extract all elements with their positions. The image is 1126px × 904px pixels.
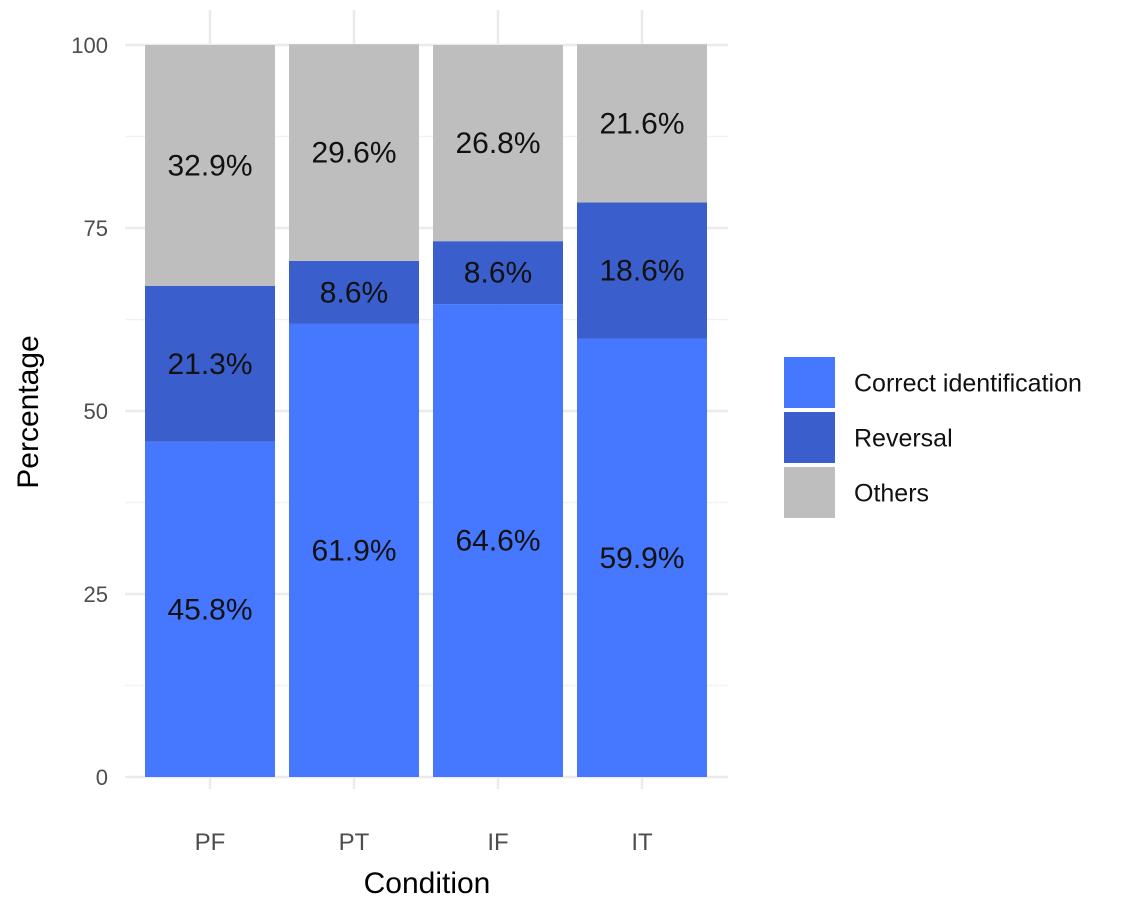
legend-label: Reversal	[854, 425, 953, 453]
y-axis-title: Percentage	[12, 335, 45, 488]
y-tick-label: 0	[96, 765, 108, 790]
y-axis: 0 25 50 75 100	[71, 33, 108, 790]
x-tick-label: IF	[487, 829, 508, 856]
bar-segment	[289, 323, 419, 777]
bar-segment	[145, 45, 275, 286]
data-labels: 45.8% 21.3% 32.9% 61.9% 8.6% 29.6% 64.6% 8.6% 26…	[167, 107, 684, 626]
bar-segment	[433, 45, 563, 242]
x-tick-label: PF	[195, 829, 226, 856]
bar-segment	[577, 338, 707, 777]
data-label: 21.3%	[167, 348, 252, 381]
x-tick-label: PT	[339, 829, 370, 856]
data-label: 64.6%	[455, 525, 540, 558]
y-tick-label: 50	[84, 399, 108, 424]
legend-label: Others	[854, 480, 929, 508]
x-axis: PF PT IF IT	[195, 829, 653, 856]
bar-segment	[577, 44, 707, 203]
data-label: 32.9%	[167, 149, 252, 182]
bar-segment	[433, 241, 563, 305]
legend: Correct identification Reversal Others	[784, 357, 1082, 518]
bars	[145, 44, 707, 777]
data-label: 8.6%	[464, 257, 532, 290]
legend-label: Correct identification	[854, 370, 1082, 398]
data-label: 18.6%	[599, 254, 684, 287]
data-label: 21.6%	[599, 107, 684, 140]
data-label: 59.9%	[599, 542, 684, 575]
x-axis-title: Condition	[364, 867, 491, 899]
y-tick-label: 75	[84, 216, 108, 241]
bar-segment	[433, 304, 563, 777]
bar-segment	[145, 441, 275, 777]
legend-key	[784, 357, 835, 408]
data-label: 45.8%	[167, 593, 252, 626]
data-label: 29.6%	[311, 137, 396, 170]
data-label: 61.9%	[311, 534, 396, 567]
bar-segment	[145, 285, 275, 442]
legend-key	[784, 467, 835, 518]
bar-segment	[289, 260, 419, 324]
bar-segment	[289, 44, 419, 261]
bar-segment	[577, 202, 707, 339]
y-tick-label: 100	[71, 33, 108, 58]
x-tick-label: IT	[631, 829, 653, 856]
data-label: 26.8%	[455, 127, 540, 160]
legend-key	[784, 412, 835, 463]
data-label: 8.6%	[320, 276, 388, 309]
y-tick-label: 25	[84, 582, 108, 607]
